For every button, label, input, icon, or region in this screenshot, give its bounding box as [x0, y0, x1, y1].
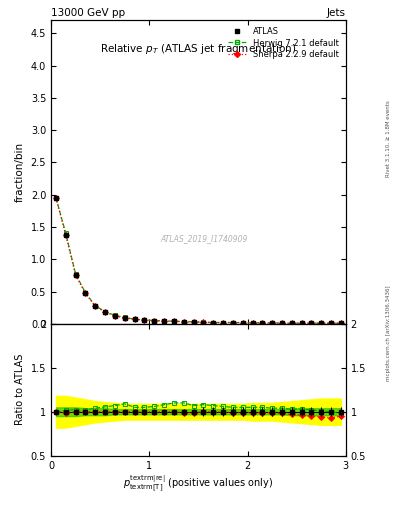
Y-axis label: Ratio to ATLAS: Ratio to ATLAS	[15, 354, 25, 425]
Text: 13000 GeV pp: 13000 GeV pp	[51, 8, 125, 18]
Y-axis label: fraction/bin: fraction/bin	[15, 142, 25, 202]
Text: mcplots.cern.ch [arXiv:1306.3436]: mcplots.cern.ch [arXiv:1306.3436]	[386, 285, 391, 380]
Text: ATLAS_2019_I1740909: ATLAS_2019_I1740909	[161, 234, 248, 243]
X-axis label: $p_{\rm textrm[T]}^{\rm textrm|re|}$ (positive values only): $p_{\rm textrm[T]}^{\rm textrm|re|}$ (po…	[123, 473, 274, 494]
Text: Relative $p_{T}$ (ATLAS jet fragmentation): Relative $p_{T}$ (ATLAS jet fragmentatio…	[100, 41, 297, 56]
Legend: ATLAS, Herwig 7.2.1 default, Sherpa 2.2.9 default: ATLAS, Herwig 7.2.1 default, Sherpa 2.2.…	[226, 25, 342, 61]
Text: Rivet 3.1.10, ≥ 1.8M events: Rivet 3.1.10, ≥ 1.8M events	[386, 100, 391, 177]
Text: Jets: Jets	[327, 8, 346, 18]
